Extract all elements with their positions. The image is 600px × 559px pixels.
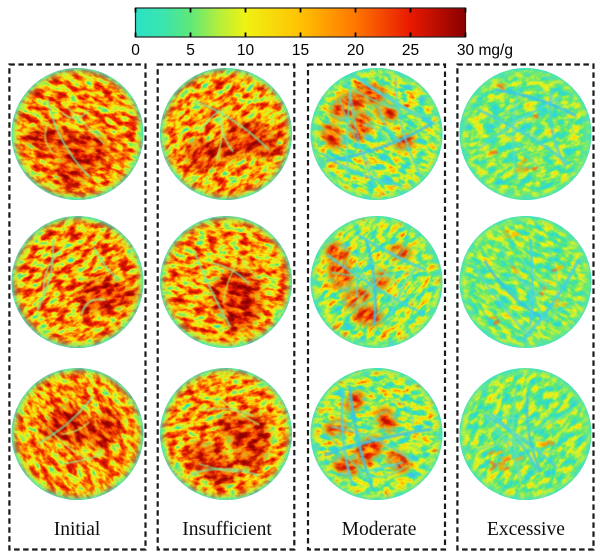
svg-text:10: 10 <box>237 42 255 59</box>
svg-text:20: 20 <box>347 42 365 59</box>
svg-text:Moderate: Moderate <box>342 519 417 540</box>
svg-text:30: 30 <box>457 42 475 59</box>
svg-text:25: 25 <box>402 42 419 59</box>
svg-text:mg/g: mg/g <box>479 42 513 59</box>
svg-text:0: 0 <box>131 42 140 59</box>
svg-text:Excessive: Excessive <box>487 519 565 540</box>
svg-text:15: 15 <box>292 42 309 59</box>
svg-text:5: 5 <box>186 42 195 59</box>
svg-text:Initial: Initial <box>54 519 101 540</box>
svg-text:Insufficient: Insufficient <box>182 519 272 540</box>
